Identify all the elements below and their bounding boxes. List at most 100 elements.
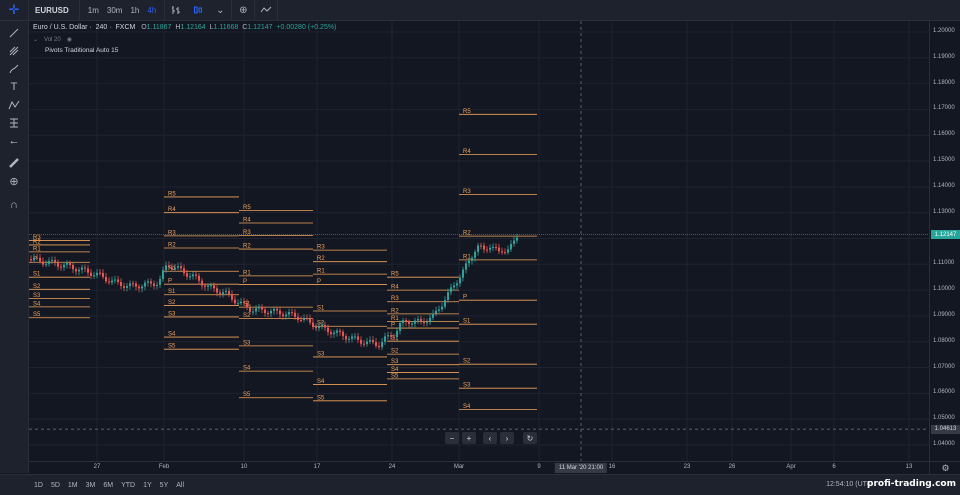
settings-gear-icon[interactable]: ⚙ bbox=[929, 461, 960, 475]
toolbar-divider bbox=[254, 0, 256, 20]
compare-icon[interactable] bbox=[255, 0, 277, 20]
candle-body bbox=[219, 292, 221, 295]
candle-body bbox=[456, 283, 458, 286]
crosshair-icon[interactable]: ✛ bbox=[0, 0, 29, 20]
trend-line-icon[interactable] bbox=[0, 25, 28, 41]
candle-body bbox=[378, 345, 380, 348]
volume-legend: ⌄ Vol 20 ◉ bbox=[33, 36, 72, 44]
magnet-icon[interactable]: ∩ bbox=[10, 199, 18, 211]
interval-1m[interactable]: 1m bbox=[87, 5, 99, 15]
utc-clock[interactable]: 12:54:10 (UTC bbox=[826, 481, 872, 488]
range-ytd[interactable]: YTD bbox=[121, 481, 136, 489]
prediction-icon[interactable] bbox=[0, 115, 28, 131]
candle-body bbox=[492, 247, 494, 249]
add-indicator-icon[interactable]: ⊕ bbox=[239, 4, 248, 16]
candle-style-icon[interactable] bbox=[187, 0, 209, 20]
range-1d[interactable]: 1D bbox=[34, 481, 43, 489]
candle-body bbox=[291, 312, 293, 314]
pivot-label: S3 bbox=[391, 359, 399, 365]
candle-body bbox=[186, 273, 188, 277]
chart-pane[interactable]: R3R2R1PS1S2S3S4S5R5R4R3R2R1PS1S2S3S4S5R5… bbox=[29, 21, 929, 461]
candle-body bbox=[429, 317, 431, 323]
candle-body bbox=[246, 302, 248, 308]
interval-1h[interactable]: 1h bbox=[130, 5, 140, 15]
visibility-eye-icon[interactable]: ◉ bbox=[66, 37, 72, 43]
zoom-out-icon[interactable]: − bbox=[445, 432, 459, 444]
interval-4h[interactable]: 4h bbox=[147, 5, 157, 15]
indicator-label[interactable]: Pivots Traditional Auto 15 bbox=[45, 47, 119, 54]
candle-body bbox=[93, 275, 95, 277]
candle-body bbox=[417, 318, 419, 321]
candle-body bbox=[201, 280, 203, 286]
scroll-left-icon[interactable]: ‹ bbox=[483, 432, 497, 444]
scroll-right-icon[interactable]: › bbox=[500, 432, 514, 444]
ruler-icon[interactable] bbox=[0, 155, 28, 171]
change-value: +0.00280 (+0.25%) bbox=[276, 24, 337, 31]
candle-body bbox=[408, 321, 410, 324]
price-chart[interactable]: R3R2R1PS1S2S3S4S5R5R4R3R2R1PS1S2S3S4S5R5… bbox=[29, 21, 929, 461]
price-axis[interactable]: 1.20000 1.19000 1.18000 1.17000 1.16000 1.150… bbox=[929, 21, 960, 461]
text-icon[interactable]: T bbox=[10, 81, 18, 93]
pivot-label: S5 bbox=[317, 395, 325, 401]
candle-body bbox=[336, 330, 338, 333]
range-5d[interactable]: 5D bbox=[50, 481, 60, 489]
candle-body bbox=[48, 260, 50, 264]
range-6m[interactable]: 6M bbox=[103, 481, 114, 489]
range-1m[interactable]: 1M bbox=[67, 481, 78, 489]
pivot-label: S3 bbox=[463, 383, 471, 389]
pivot-label: S1 bbox=[391, 336, 399, 342]
range-5y[interactable]: 5Y bbox=[159, 481, 169, 489]
candle-body bbox=[69, 262, 71, 265]
candle-body bbox=[333, 332, 335, 335]
time-tick-label: 24 bbox=[388, 464, 396, 470]
candle-body bbox=[480, 245, 482, 247]
collapse-legend-icon[interactable]: ⌄ bbox=[33, 37, 39, 43]
candle-body bbox=[180, 266, 182, 269]
back-arrow-icon[interactable]: ← bbox=[8, 135, 20, 147]
candle-body bbox=[414, 320, 416, 324]
time-tick-label: Mar bbox=[453, 464, 465, 470]
zoom-icon[interactable]: ⊕ bbox=[9, 175, 19, 188]
brush-icon[interactable] bbox=[0, 61, 28, 77]
pivot-label: S2 bbox=[463, 359, 471, 365]
reset-chart-icon[interactable]: ↻ bbox=[523, 432, 537, 444]
candle-body bbox=[351, 336, 353, 339]
chevron-down-icon[interactable]: ⌄ bbox=[216, 4, 225, 16]
pivot-label: S4 bbox=[243, 366, 251, 372]
candle-body bbox=[411, 323, 413, 325]
zoom-in-icon[interactable]: + bbox=[462, 432, 476, 444]
candle-body bbox=[300, 319, 302, 321]
symbol-title: Euro / U.S. Dollar bbox=[33, 24, 88, 31]
candle-body bbox=[504, 252, 506, 254]
pitchfork-icon[interactable] bbox=[0, 43, 28, 59]
candle-body bbox=[486, 249, 488, 251]
candle-body bbox=[495, 247, 497, 249]
candle-body bbox=[132, 283, 134, 285]
candle-body bbox=[363, 343, 365, 345]
time-axis[interactable]: 27 Feb 10 17 24 Mar 9 16 23 26 Apr 6 13 11 Mar '20 21… bbox=[29, 461, 929, 475]
time-tick-label: 13 bbox=[905, 464, 913, 470]
candle-body bbox=[75, 269, 77, 272]
candle-body bbox=[114, 279, 116, 281]
time-tick-label: 23 bbox=[683, 464, 691, 470]
candle-body bbox=[90, 272, 92, 276]
candle-body bbox=[165, 265, 167, 271]
candle-body bbox=[390, 335, 392, 337]
symbol-search[interactable]: EURUSD bbox=[29, 0, 80, 20]
candle-body bbox=[510, 243, 512, 250]
candle-body bbox=[42, 261, 44, 265]
candle-body bbox=[426, 322, 428, 324]
candle-body bbox=[321, 324, 323, 327]
pivot-label: R4 bbox=[391, 285, 399, 291]
candle-body bbox=[375, 342, 377, 346]
time-tick-label: 27 bbox=[93, 464, 101, 470]
bar-style-icon[interactable] bbox=[165, 0, 187, 20]
range-all[interactable]: All bbox=[176, 481, 185, 489]
range-3m[interactable]: 3M bbox=[85, 481, 96, 489]
price-tick-label: 1.20000 bbox=[933, 28, 955, 34]
range-1y[interactable]: 1Y bbox=[143, 481, 152, 489]
candle-body bbox=[366, 341, 368, 345]
crosshair-time-label: 11 Mar '20 21:00 bbox=[554, 463, 608, 473]
interval-30m[interactable]: 30m bbox=[106, 5, 123, 15]
pattern-icon[interactable] bbox=[0, 97, 28, 113]
